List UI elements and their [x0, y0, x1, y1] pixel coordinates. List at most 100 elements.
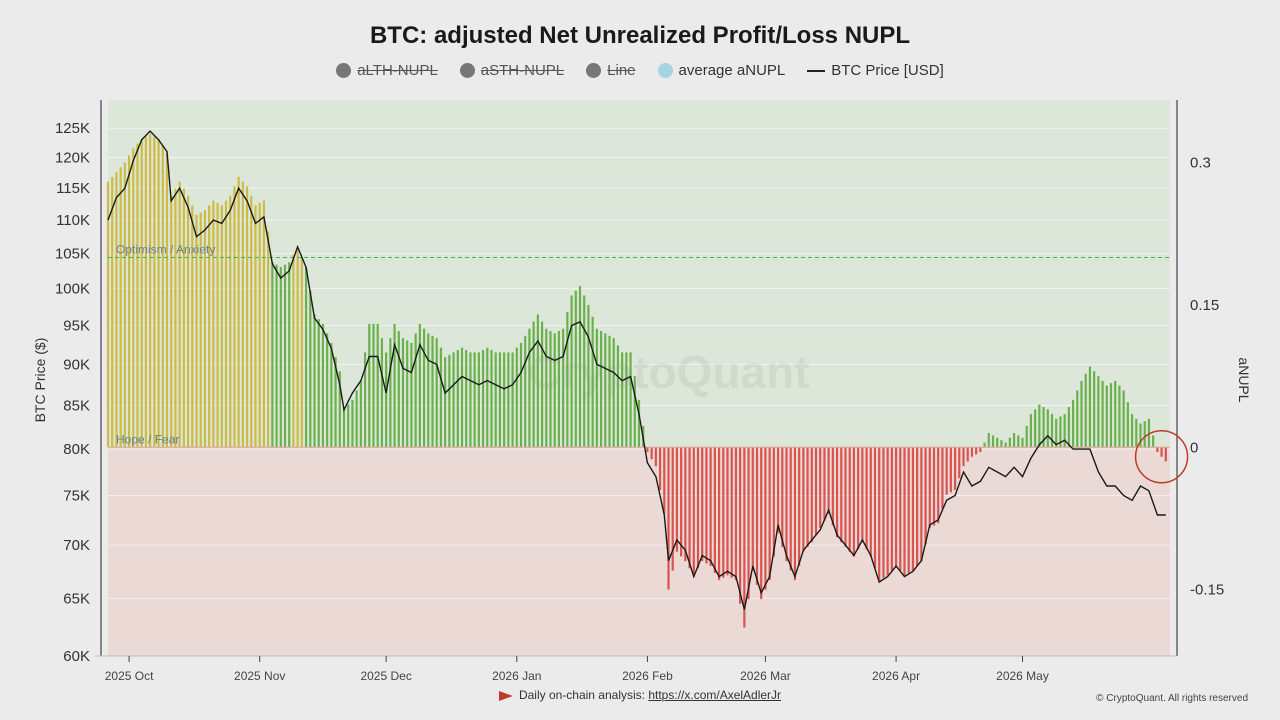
anupl-bar: [1004, 442, 1007, 448]
anupl-bar: [1063, 414, 1066, 448]
anupl-bar: [975, 447, 978, 455]
anupl-bar: [296, 248, 299, 448]
anupl-bar: [907, 447, 910, 573]
anupl-bar: [629, 352, 632, 448]
anupl-bar: [798, 447, 801, 566]
anupl-bar: [380, 338, 384, 448]
anupl-bar: [1025, 425, 1028, 448]
anupl-bar: [254, 205, 257, 448]
anupl-bar: [810, 447, 813, 543]
anupl-bar: [245, 186, 249, 448]
anupl-bar: [684, 447, 687, 562]
anupl-bar: [195, 214, 198, 448]
footer-link[interactable]: https://x.com/AxelAdlerJr: [648, 688, 782, 702]
anupl-bar: [439, 347, 443, 448]
anupl-bar: [283, 264, 287, 448]
anupl-bar: [469, 352, 472, 448]
anupl-bar: [591, 316, 594, 448]
anupl-bar: [363, 352, 367, 448]
anupl-bar: [637, 399, 641, 448]
anupl-bar: [772, 447, 775, 557]
anupl-bar: [663, 447, 666, 514]
legend-item-average-anupl[interactable]: average aNUPL: [657, 62, 785, 79]
anupl-bar: [540, 321, 544, 448]
x-tick-label: 2026 Feb: [622, 669, 673, 683]
zone-label-optimism: Optimism / Anxiety: [116, 243, 215, 257]
anupl-bar: [524, 335, 527, 448]
anupl-bar: [435, 338, 438, 448]
anupl-bar: [532, 321, 535, 448]
anupl-bar: [709, 447, 712, 566]
anupl-bar: [359, 380, 362, 448]
anupl-bar: [987, 433, 990, 448]
anupl-bar: [667, 447, 670, 590]
anupl-bar: [498, 352, 502, 448]
anupl-bar: [899, 447, 902, 571]
anupl-bar: [802, 447, 805, 552]
anupl-bar: [326, 333, 329, 448]
anupl-bar: [503, 352, 506, 448]
anupl-bar: [1017, 435, 1020, 448]
anupl-bar: [1059, 416, 1062, 448]
anupl-bar: [945, 447, 948, 495]
anupl-bar: [452, 352, 455, 448]
anupl-bar: [1139, 423, 1142, 448]
legend-item-alth-nupl[interactable]: aLTH-NUPL: [336, 62, 438, 79]
anupl-bar: [789, 447, 792, 571]
anupl-bar: [1038, 404, 1041, 448]
anupl-bar: [347, 404, 350, 448]
anupl-bar: [1122, 390, 1125, 448]
anupl-bar: [755, 447, 759, 585]
anupl-bar: [224, 200, 228, 448]
anupl-bar: [793, 447, 797, 581]
anupl-bar: [612, 338, 615, 448]
y-tick-label-left: 65K: [63, 590, 90, 607]
y-tick-label-right: -0.15: [1190, 582, 1224, 599]
anupl-bar: [894, 447, 898, 566]
anupl-bar: [321, 323, 325, 448]
anupl-bar: [144, 136, 148, 448]
anupl-bar: [258, 202, 261, 448]
anupl-bar: [1152, 435, 1155, 448]
anupl-bar: [646, 447, 649, 453]
anupl-bar: [747, 447, 750, 600]
anupl-bar: [515, 347, 518, 448]
anupl-bar: [658, 447, 662, 490]
anupl-bar: [764, 447, 767, 590]
legend-item-line[interactable]: Line: [586, 62, 636, 79]
x-tick-label: 2026 Jan: [492, 669, 541, 683]
anupl-bar: [486, 347, 489, 448]
anupl-bar: [553, 333, 556, 448]
anupl-bar: [241, 181, 244, 448]
anupl-bar: [621, 352, 624, 448]
anupl-bar: [578, 285, 582, 448]
legend-item-btc-price[interactable]: BTC Price [USD]: [807, 62, 944, 79]
legend-item-asth-nupl[interactable]: aSTH-NUPL: [459, 62, 564, 79]
anupl-bar: [309, 290, 312, 448]
anupl-bar: [1076, 390, 1079, 448]
anupl-bar: [1147, 418, 1151, 448]
anupl-bar: [1114, 380, 1117, 448]
anupl-bar: [911, 447, 915, 571]
anupl-bar: [237, 176, 240, 448]
anupl-bar: [473, 352, 476, 448]
anupl-bar: [583, 295, 586, 448]
anupl-bar: [608, 335, 611, 448]
anupl-bar: [182, 188, 185, 448]
legend-label-line: Line: [607, 62, 636, 79]
anupl-bar: [633, 376, 636, 448]
zone-fear-background: [108, 447, 1170, 656]
anupl-bar: [157, 138, 160, 448]
anupl-bar: [208, 205, 211, 448]
anupl-bar: [460, 347, 464, 448]
anupl-bar: [106, 181, 110, 448]
anupl-bar: [785, 447, 788, 562]
anupl-bar: [456, 350, 459, 448]
anupl-bar: [292, 255, 295, 448]
anupl-bar: [1156, 447, 1159, 453]
anupl-bar: [149, 134, 152, 448]
anupl-bar: [115, 172, 118, 448]
legend-marker-line: [586, 63, 602, 78]
anupl-bar: [924, 447, 927, 545]
anupl-bar: [170, 195, 173, 448]
